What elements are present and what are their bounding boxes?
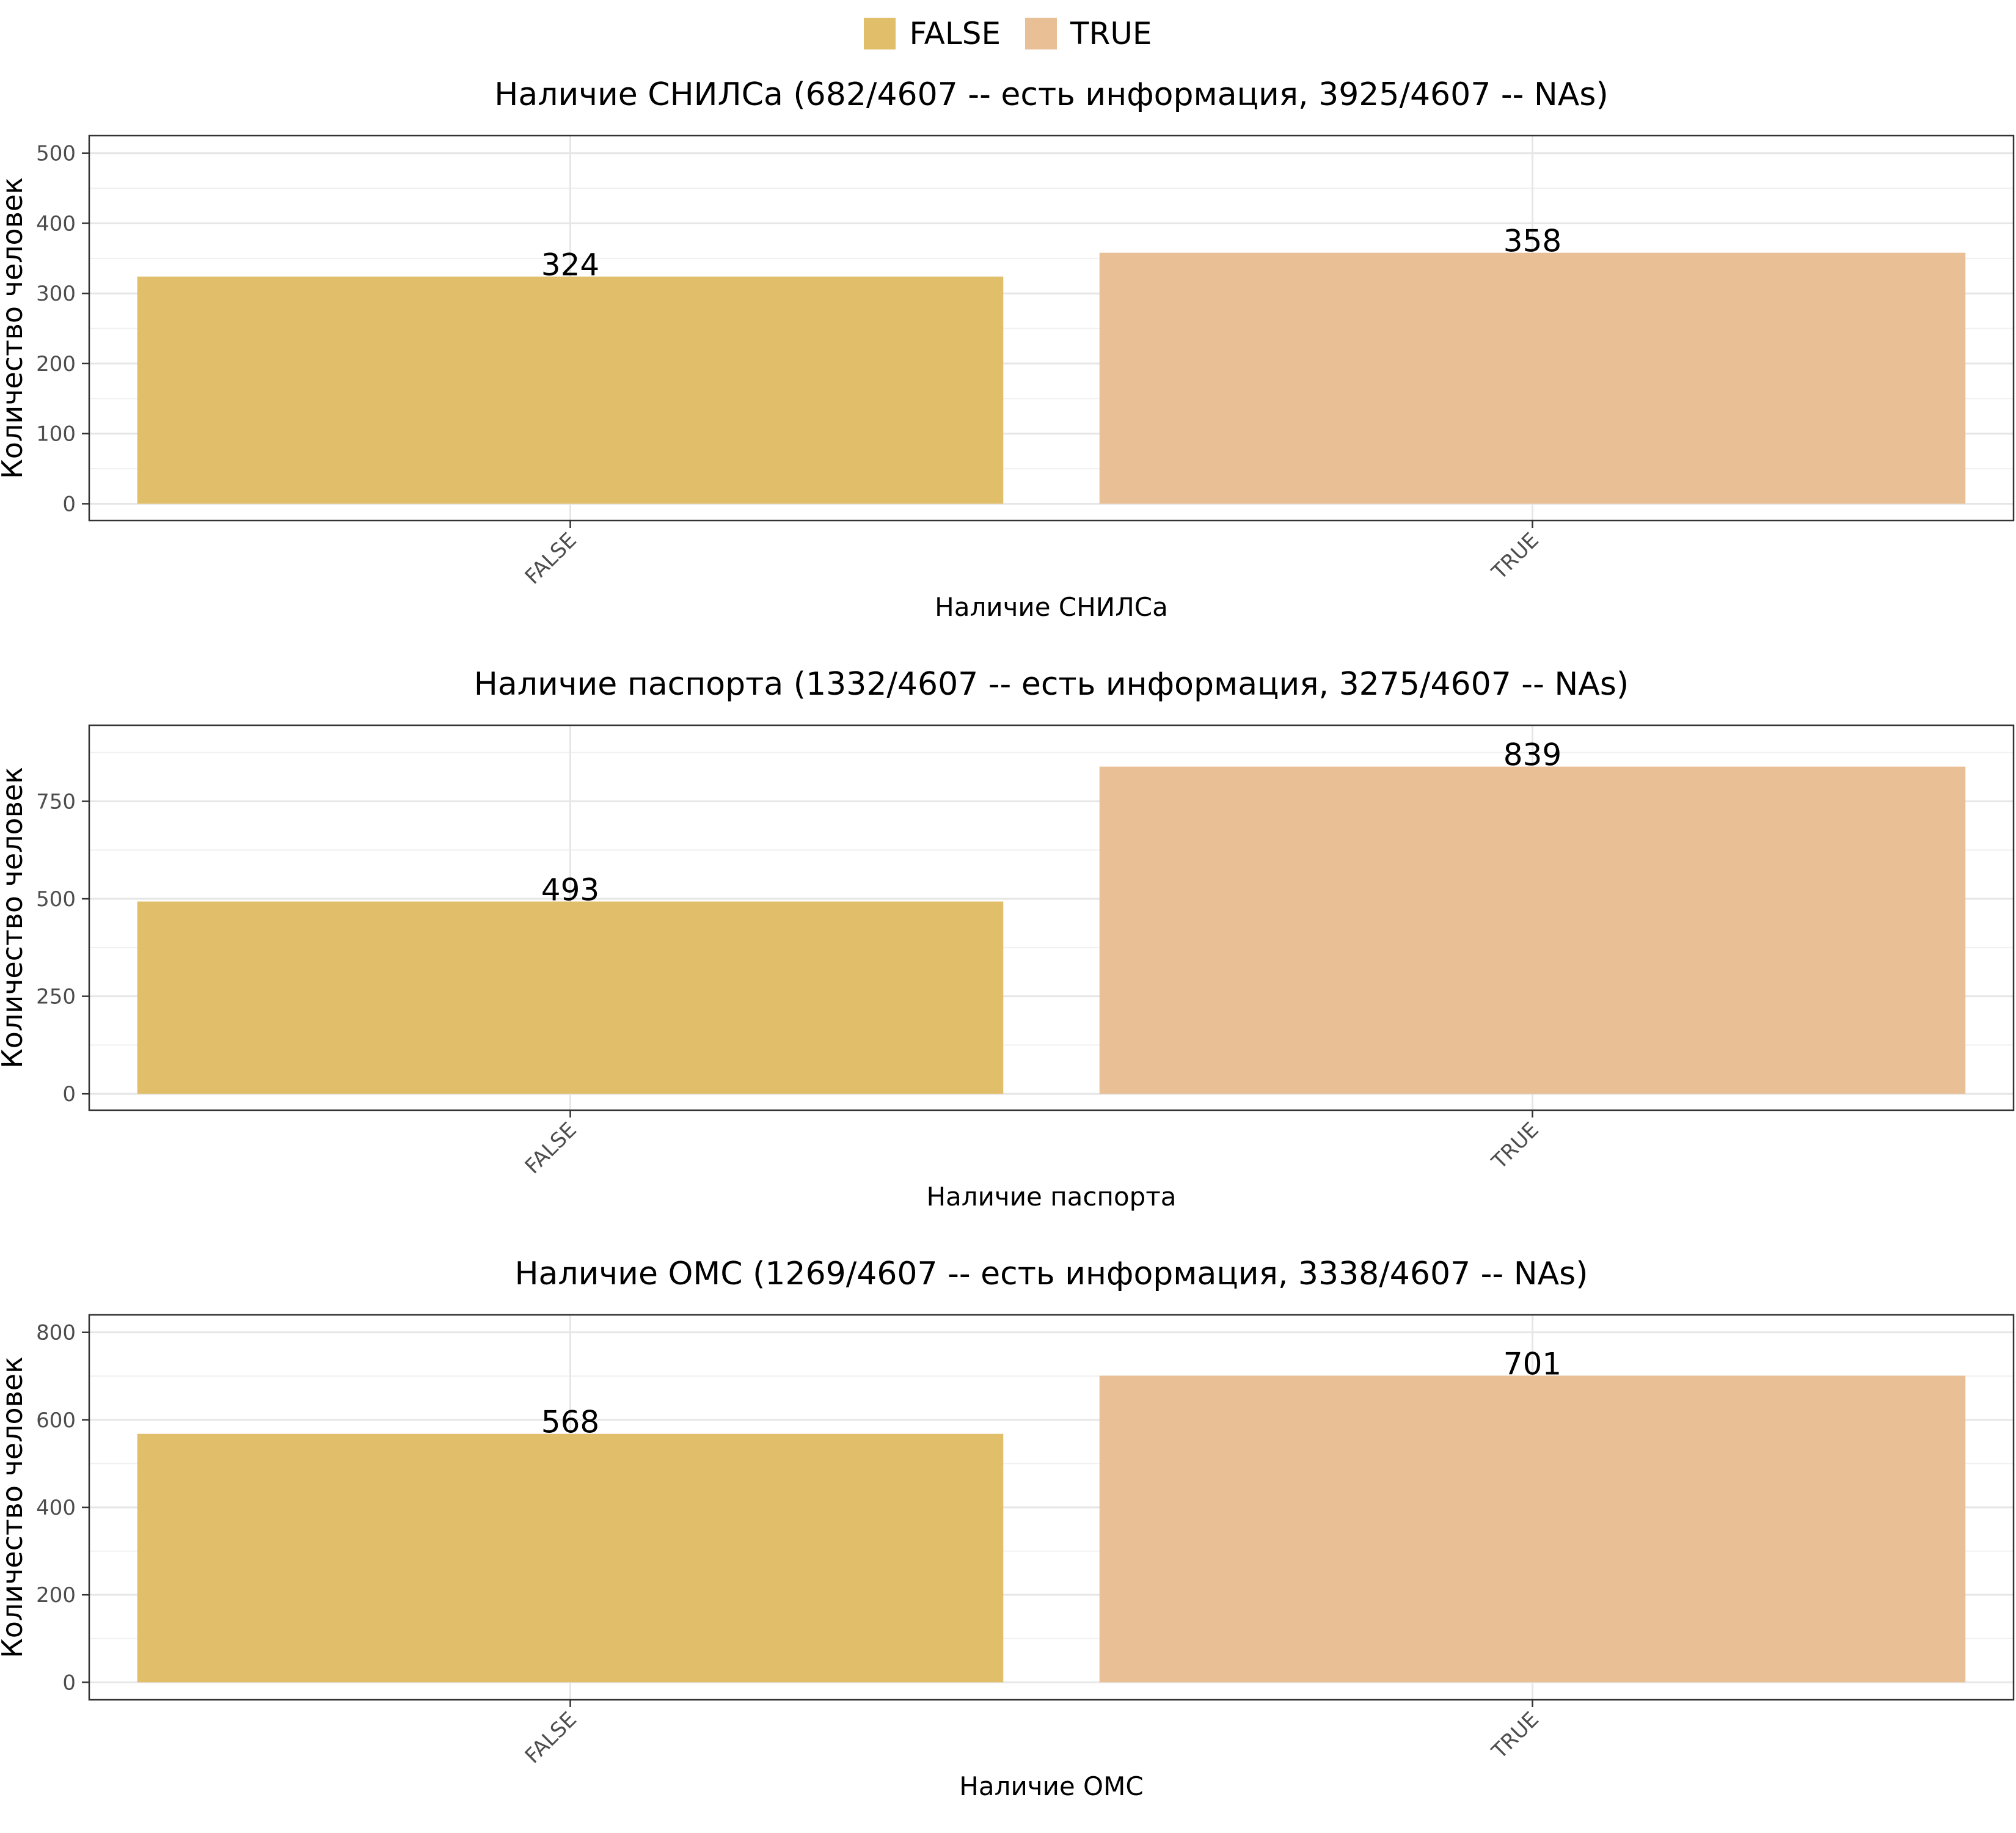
legend-swatch-false	[864, 18, 896, 49]
y-tick-label: 500	[36, 142, 76, 166]
y-axis-title: Количество человек	[0, 1356, 29, 1658]
x-tick-label: FALSE	[520, 1707, 582, 1768]
chart-title: Наличие паспорта (1332/4607 -- есть инфо…	[474, 666, 1629, 703]
chart-panel-oms: Наличие ОМС (1269/4607 -- есть информаци…	[0, 1256, 2015, 1801]
x-axis-title: Наличие паспорта	[926, 1182, 1176, 1212]
legend: FALSE TRUE	[0, 6, 2016, 61]
data-label: 493	[541, 873, 599, 908]
chart-panel-passport: Наличие паспорта (1332/4607 -- есть инфо…	[0, 666, 2015, 1212]
y-tick-label: 0	[62, 492, 76, 516]
y-tick-label: 600	[36, 1408, 76, 1433]
panel-border	[88, 134, 2015, 522]
legend-item-true: TRUE	[1025, 16, 1152, 51]
y-tick-label: 400	[36, 211, 76, 236]
bar-true	[1099, 766, 1966, 1094]
data-label: 568	[541, 1405, 599, 1440]
y-tick-label: 200	[36, 352, 76, 376]
y-axis-title: Количество человек	[0, 767, 29, 1069]
bar-false	[137, 1433, 1004, 1683]
legend-item-false: FALSE	[864, 16, 1001, 51]
bar-false	[137, 276, 1004, 504]
panel-border	[88, 724, 2015, 1111]
chart-title: Наличие СНИЛСа (682/4607 -- есть информа…	[494, 76, 1609, 113]
y-tick-label: 750	[36, 789, 76, 814]
bar-true	[1099, 252, 1966, 504]
x-tick-label: FALSE	[520, 528, 582, 589]
bar-true	[1099, 1375, 1966, 1683]
data-label: 701	[1503, 1347, 1561, 1382]
y-tick-label: 400	[36, 1496, 76, 1520]
legend-label-true: TRUE	[1070, 16, 1152, 51]
y-tick-label: 200	[36, 1583, 76, 1608]
chart-panel-snils: Наличие СНИЛСа (682/4607 -- есть информа…	[0, 76, 2015, 622]
y-tick-label: 0	[62, 1670, 76, 1695]
x-tick-label: TRUE	[1487, 1118, 1544, 1174]
data-label: 839	[1503, 737, 1561, 773]
y-tick-label: 800	[36, 1321, 76, 1345]
x-axis-title: Наличие СНИЛСа	[935, 592, 1168, 622]
y-tick-label: 250	[36, 985, 76, 1009]
y-axis-title: Количество человек	[0, 177, 29, 479]
x-tick-label: TRUE	[1487, 528, 1544, 585]
data-label: 358	[1503, 224, 1561, 259]
y-tick-label: 100	[36, 422, 76, 447]
x-tick-label: TRUE	[1487, 1707, 1544, 1764]
y-tick-label: 500	[36, 887, 76, 912]
chart-title: Наличие ОМС (1269/4607 -- есть информаци…	[514, 1256, 1588, 1292]
x-axis-title: Наличие ОМС	[959, 1771, 1143, 1801]
data-label: 324	[541, 247, 599, 283]
x-tick-label: FALSE	[520, 1118, 582, 1179]
legend-label-false: FALSE	[909, 16, 1001, 51]
legend-swatch-true	[1025, 18, 1057, 49]
bar-false	[137, 901, 1004, 1094]
y-tick-label: 300	[36, 282, 76, 306]
y-tick-label: 0	[62, 1082, 76, 1107]
